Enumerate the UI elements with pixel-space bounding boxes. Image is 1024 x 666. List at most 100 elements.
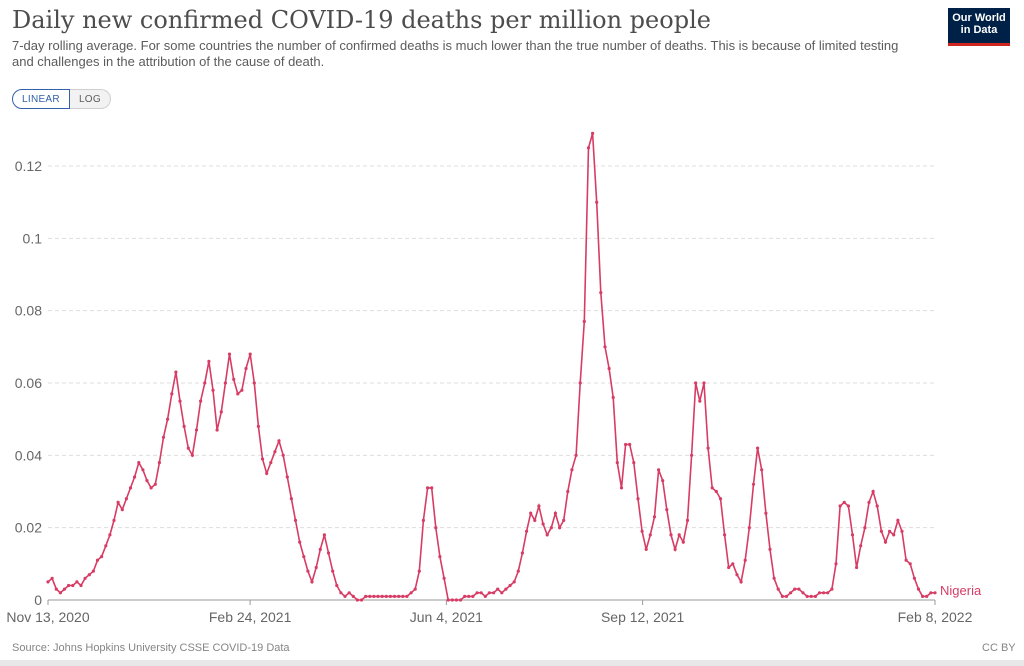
data-point [933,591,937,595]
data-point [409,591,413,595]
data-point [867,500,871,504]
data-point [747,526,751,530]
linear-scale-button[interactable]: LINEAR [12,89,70,109]
data-point [496,587,500,591]
data-point [335,583,339,588]
data-point [768,547,772,552]
data-point [281,453,285,457]
data-point [302,555,306,559]
data-point [784,594,789,599]
data-point [599,291,603,295]
data-point [813,594,818,599]
data-point [413,587,417,591]
data-point [260,457,265,461]
data-point [525,529,529,533]
data-point [508,583,512,588]
data-point [512,580,516,584]
data-point [166,417,170,421]
license-label[interactable]: CC BY [982,642,1016,654]
data-point [871,489,875,494]
data-point [830,587,834,591]
data-point [331,569,335,573]
data-point [401,594,405,599]
x-tick-label: Sep 12, 2021 [601,609,685,625]
data-point [793,587,797,591]
y-tick-label: 0.1 [23,230,43,246]
data-point [471,594,475,599]
data-point [145,479,149,483]
data-point [735,573,739,577]
data-point [50,576,54,580]
data-point [248,352,252,356]
data-point [743,558,747,562]
data-point [446,598,450,602]
data-point [690,453,694,457]
data-point [91,569,95,573]
data-point [681,540,685,544]
data-point [756,446,760,450]
data-point [846,504,851,508]
data-point [438,555,442,559]
data-point [116,500,120,504]
data-point [128,486,133,490]
data-point [380,594,384,599]
data-point [79,583,83,588]
data-point [215,428,219,432]
data-point [694,381,698,385]
data-point [537,504,541,508]
logo-line-2: in Data [960,24,998,36]
data-point [178,399,182,403]
data-point [764,511,768,515]
data-point [607,366,611,371]
data-point [194,428,199,432]
log-scale-button[interactable]: LOG [69,89,111,109]
data-point [388,594,392,599]
data-point [731,562,735,566]
data-point [236,392,240,396]
data-point [372,594,376,599]
data-point [677,533,681,537]
data-point [376,594,380,599]
data-point [364,594,368,599]
data-point [161,435,166,439]
data-point [879,529,884,533]
data-point [863,526,867,530]
data-point [789,591,793,595]
data-point [702,381,706,385]
data-point [104,544,108,548]
data-point [450,598,454,602]
series-line-nigeria [47,133,935,601]
data-point [624,442,628,447]
data-point [611,395,615,400]
data-point [112,518,116,523]
data-point [640,529,644,533]
data-point [921,594,925,599]
data-point [632,461,636,465]
data-point [347,591,351,595]
data-point [430,486,434,490]
data-point [108,533,112,537]
data-point [285,475,289,479]
data-point [232,377,236,381]
data-point [100,555,104,559]
data-point [277,439,281,443]
data-point [318,547,322,552]
data-point [648,533,652,537]
data-point [826,591,830,595]
data-point [417,569,421,573]
y-tick-label: 0.06 [15,375,42,391]
data-point [855,565,859,570]
data-point [706,446,710,450]
line-chart[interactable]: 0 0.02 0.04 0.06 0.08 0.1 0.12 Nov 13, 2020 Feb … [0,0,1024,640]
owid-logo[interactable]: Our World in Data [948,8,1010,46]
data-point [384,594,388,599]
data-point [368,594,372,599]
data-point [351,594,355,599]
data-point [492,591,496,595]
data-point [925,594,929,599]
data-point [46,580,50,584]
data-point [892,533,896,537]
data-point [838,504,842,508]
data-point [900,529,904,533]
data-point [426,486,430,490]
